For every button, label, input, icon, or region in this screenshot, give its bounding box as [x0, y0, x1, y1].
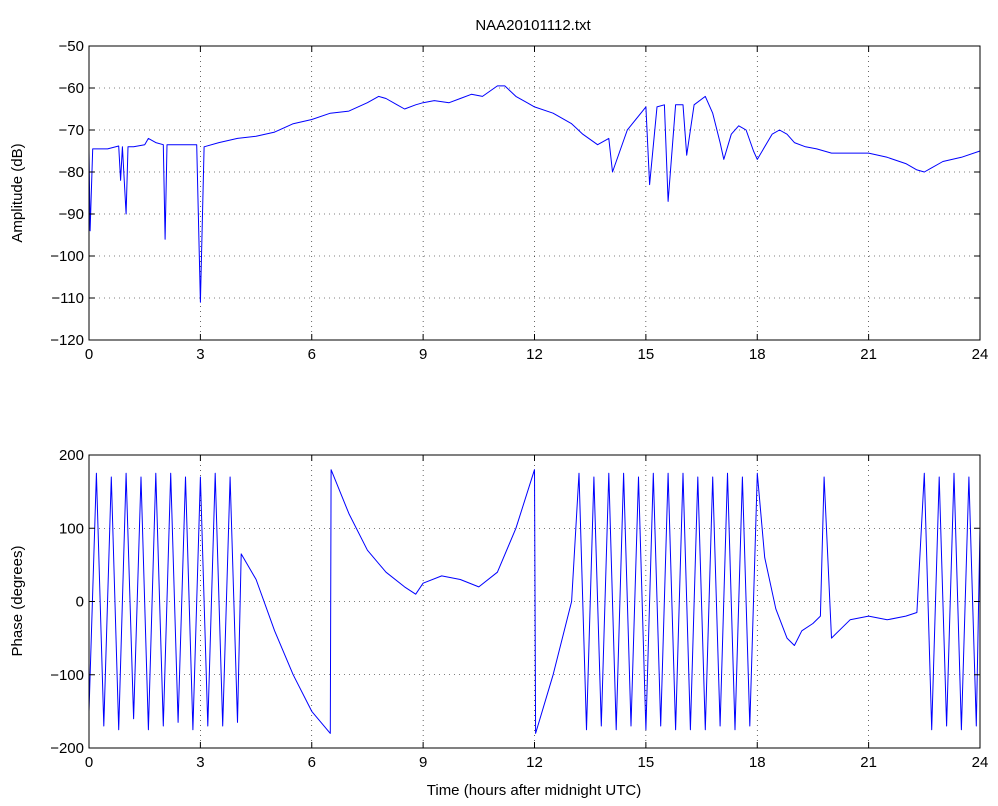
- amplitude-chart: 0 3 6 9 12 15 18 21 24 −120−110−100−90−80−70−60−…: [9, 38, 988, 363]
- amplitude-y-tick-label: −100: [50, 248, 84, 265]
- amplitude-y-tick-label: −120: [50, 332, 84, 349]
- phase-chart: 0 3 6 9 12 15 18 21 24 −200 −100 0 100 200 Phase (de…: [9, 447, 988, 799]
- amplitude-plot-area: [89, 46, 980, 340]
- phase-x-tick-label: 15: [638, 754, 655, 771]
- amplitude-x-ticks: 0 3 6 9 12 15 18 21 24: [85, 46, 989, 363]
- phase-y-ticks: −200 −100 0 100 200: [50, 447, 980, 757]
- phase-x-tick-label: 24: [972, 754, 989, 771]
- amplitude-x-tick-label: 0: [85, 346, 93, 363]
- amplitude-x-tick-label: 9: [419, 346, 427, 363]
- phase-x-ticks: 0 3 6 9 12 15 18 21 24: [85, 455, 989, 771]
- phase-y-tick-label: 0: [76, 594, 84, 611]
- phase-y-tick-label: 100: [59, 520, 84, 537]
- amplitude-y-tick-label: −110: [51, 290, 84, 307]
- phase-y-axis-label: Phase (degrees): [9, 546, 26, 657]
- phase-x-axis-label: Time (hours after midnight UTC): [427, 782, 642, 799]
- amplitude-y-axis-label: Amplitude (dB): [9, 143, 26, 242]
- phase-x-tick-label: 21: [860, 754, 877, 771]
- amplitude-y-tick-label: −80: [59, 164, 84, 181]
- phase-series-line: [88, 469, 981, 734]
- chart-title: NAA20101112.txt: [475, 17, 591, 34]
- phase-x-tick-label: 9: [419, 754, 427, 771]
- amplitude-y-tick-label: −70: [59, 122, 84, 139]
- phase-x-tick-label: 12: [526, 754, 543, 771]
- amplitude-y-tick-label: −90: [59, 206, 84, 223]
- amplitude-x-tick-label: 24: [972, 346, 989, 363]
- amplitude-x-tick-label: 15: [638, 346, 655, 363]
- amplitude-series: [88, 85, 981, 303]
- amplitude-x-tick-label: 3: [196, 346, 204, 363]
- phase-y-tick-label: −200: [50, 740, 84, 757]
- amplitude-y-tick-label: −50: [59, 38, 84, 55]
- phase-y-tick-label: −100: [50, 667, 84, 684]
- amplitude-x-tick-label: 6: [308, 346, 316, 363]
- phase-x-tick-label: 18: [749, 754, 766, 771]
- amplitude-grid: [89, 46, 980, 340]
- amplitude-y-ticks: −120 −110 −100 −90 −80 −70 −60 −50: [50, 38, 980, 349]
- amplitude-series-line: [88, 85, 981, 303]
- phase-x-tick-label: 6: [308, 754, 316, 771]
- amplitude-x-tick-label: 12: [526, 346, 543, 363]
- amplitude-x-tick-label: 21: [860, 346, 877, 363]
- phase-x-tick-label: 0: [85, 754, 93, 771]
- phase-x-tick-label: 3: [196, 754, 204, 771]
- amplitude-x-tick-label: 18: [749, 346, 766, 363]
- phase-series: [88, 469, 981, 734]
- phase-y-tick-label: 200: [59, 447, 84, 464]
- amplitude-y-tick-label: −60: [59, 80, 84, 97]
